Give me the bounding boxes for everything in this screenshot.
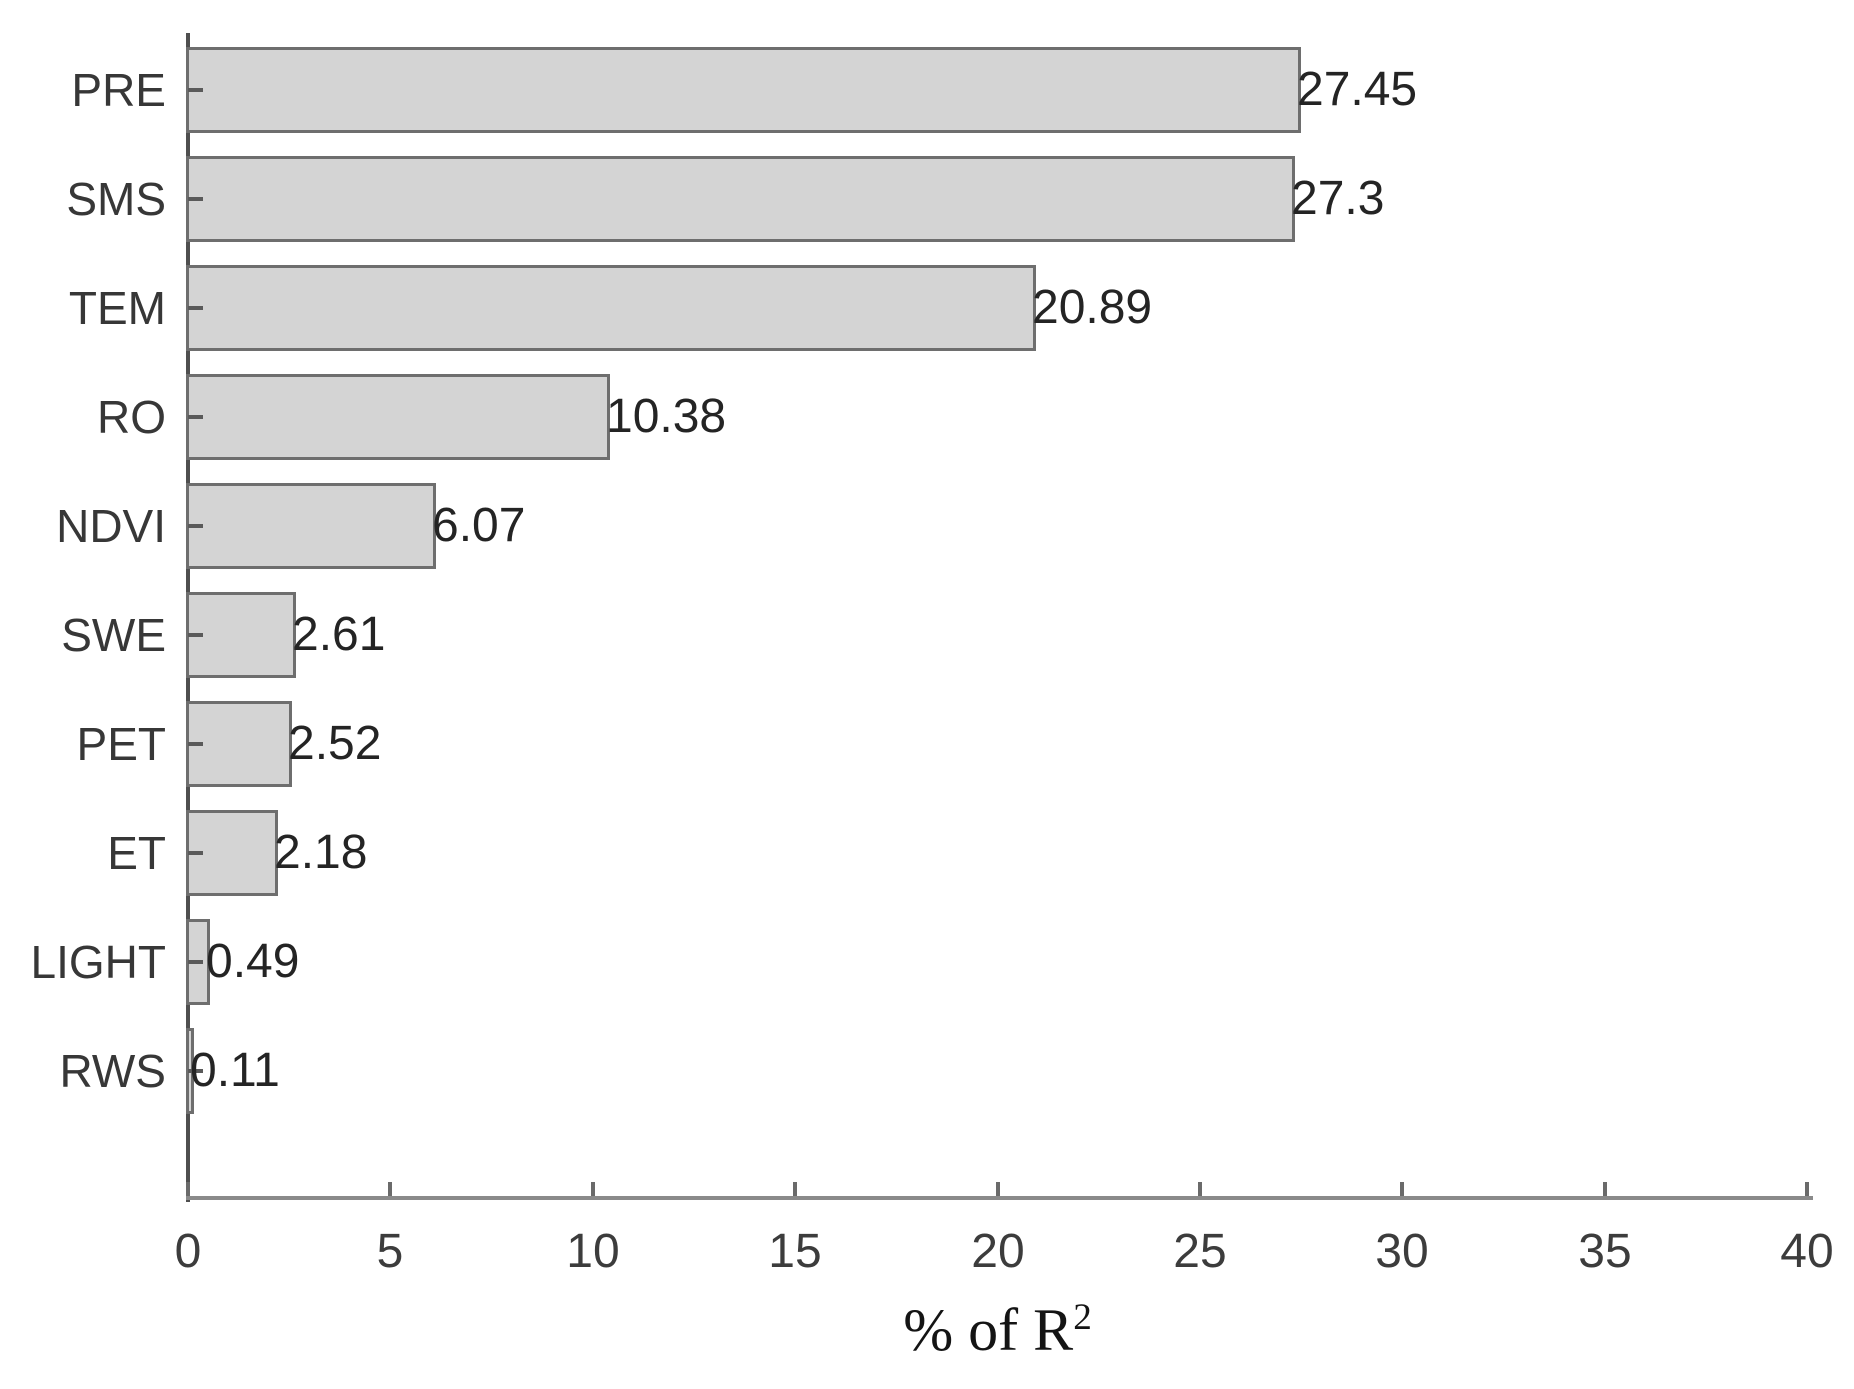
category-label-sms: SMS (66, 173, 166, 225)
category-label-pre: PRE (71, 64, 166, 116)
x-axis-tick-label-15: 15 (768, 1225, 822, 1278)
y-axis-tick-et (188, 851, 203, 855)
x-axis-tick-label-35: 35 (1578, 1225, 1632, 1278)
x-axis-tick-15 (793, 1182, 797, 1196)
category-label-pet: PET (76, 718, 166, 770)
bar-tem (186, 265, 1036, 351)
y-axis-tick-ndvi (188, 524, 203, 528)
value-label-tem: 20.89 (1032, 281, 1153, 334)
category-label-ro: RO (97, 391, 166, 443)
x-axis-title-text: % of R (903, 1297, 1074, 1363)
y-axis-tick-tem (188, 306, 203, 310)
value-label-pet: 2.52 (288, 717, 382, 770)
category-label-et: ET (107, 827, 166, 879)
value-label-sms: 27.3 (1291, 172, 1385, 225)
y-axis-tick-light (188, 960, 203, 964)
x-axis-tick-label-30: 30 (1375, 1225, 1429, 1278)
x-axis-tick-label-40: 40 (1780, 1225, 1834, 1278)
x-axis-tick-label-5: 5 (376, 1225, 404, 1278)
y-axis-tick-ro (188, 415, 203, 419)
category-label-swe: SWE (61, 609, 166, 661)
value-label-swe: 2.61 (292, 608, 386, 661)
x-axis-tick-30 (1400, 1182, 1404, 1196)
value-label-ndvi: 6.07 (432, 499, 526, 552)
y-axis-tick-sms (188, 197, 203, 201)
value-label-pre: 27.45 (1297, 63, 1418, 116)
value-label-ro: 10.38 (606, 390, 727, 443)
x-axis-title: % of R2 (188, 1296, 1807, 1365)
x-axis-tick-35 (1603, 1182, 1607, 1196)
value-label-light: 0.49 (206, 935, 300, 988)
bar-pet (186, 701, 292, 787)
x-axis-tick-20 (996, 1182, 1000, 1196)
y-axis-tick-pre (188, 88, 203, 92)
value-label-rws: 0.11 (190, 1044, 280, 1097)
bar-ro (186, 374, 610, 460)
x-axis-tick-40 (1805, 1182, 1809, 1196)
x-axis-tick-label-25: 25 (1173, 1225, 1227, 1278)
x-axis-tick-0 (186, 1182, 190, 1196)
x-axis-tick-5 (388, 1182, 392, 1196)
bar-pre (186, 47, 1301, 133)
x-axis-tick-25 (1198, 1182, 1202, 1196)
bar-swe (186, 592, 296, 678)
category-label-ndvi: NDVI (56, 500, 166, 552)
x-axis-tick-label-0: 0 (174, 1225, 202, 1278)
y-axis-tick-pet (188, 742, 203, 746)
bar-sms (186, 156, 1295, 242)
category-label-light: LIGHT (30, 936, 166, 988)
x-axis-tick-label-10: 10 (566, 1225, 620, 1278)
y-axis-tick-rws (188, 1069, 203, 1073)
y-axis-tick-swe (188, 633, 203, 637)
category-label-rws: RWS (59, 1045, 167, 1097)
value-label-et: 2.18 (274, 826, 368, 879)
category-label-tem: TEM (68, 282, 166, 334)
x-axis-line (186, 1196, 1813, 1200)
x-axis-title-superscript: 2 (1073, 1297, 1092, 1338)
bar-ndvi (186, 483, 436, 569)
x-axis-tick-10 (591, 1182, 595, 1196)
x-axis-tick-label-20: 20 (971, 1225, 1025, 1278)
